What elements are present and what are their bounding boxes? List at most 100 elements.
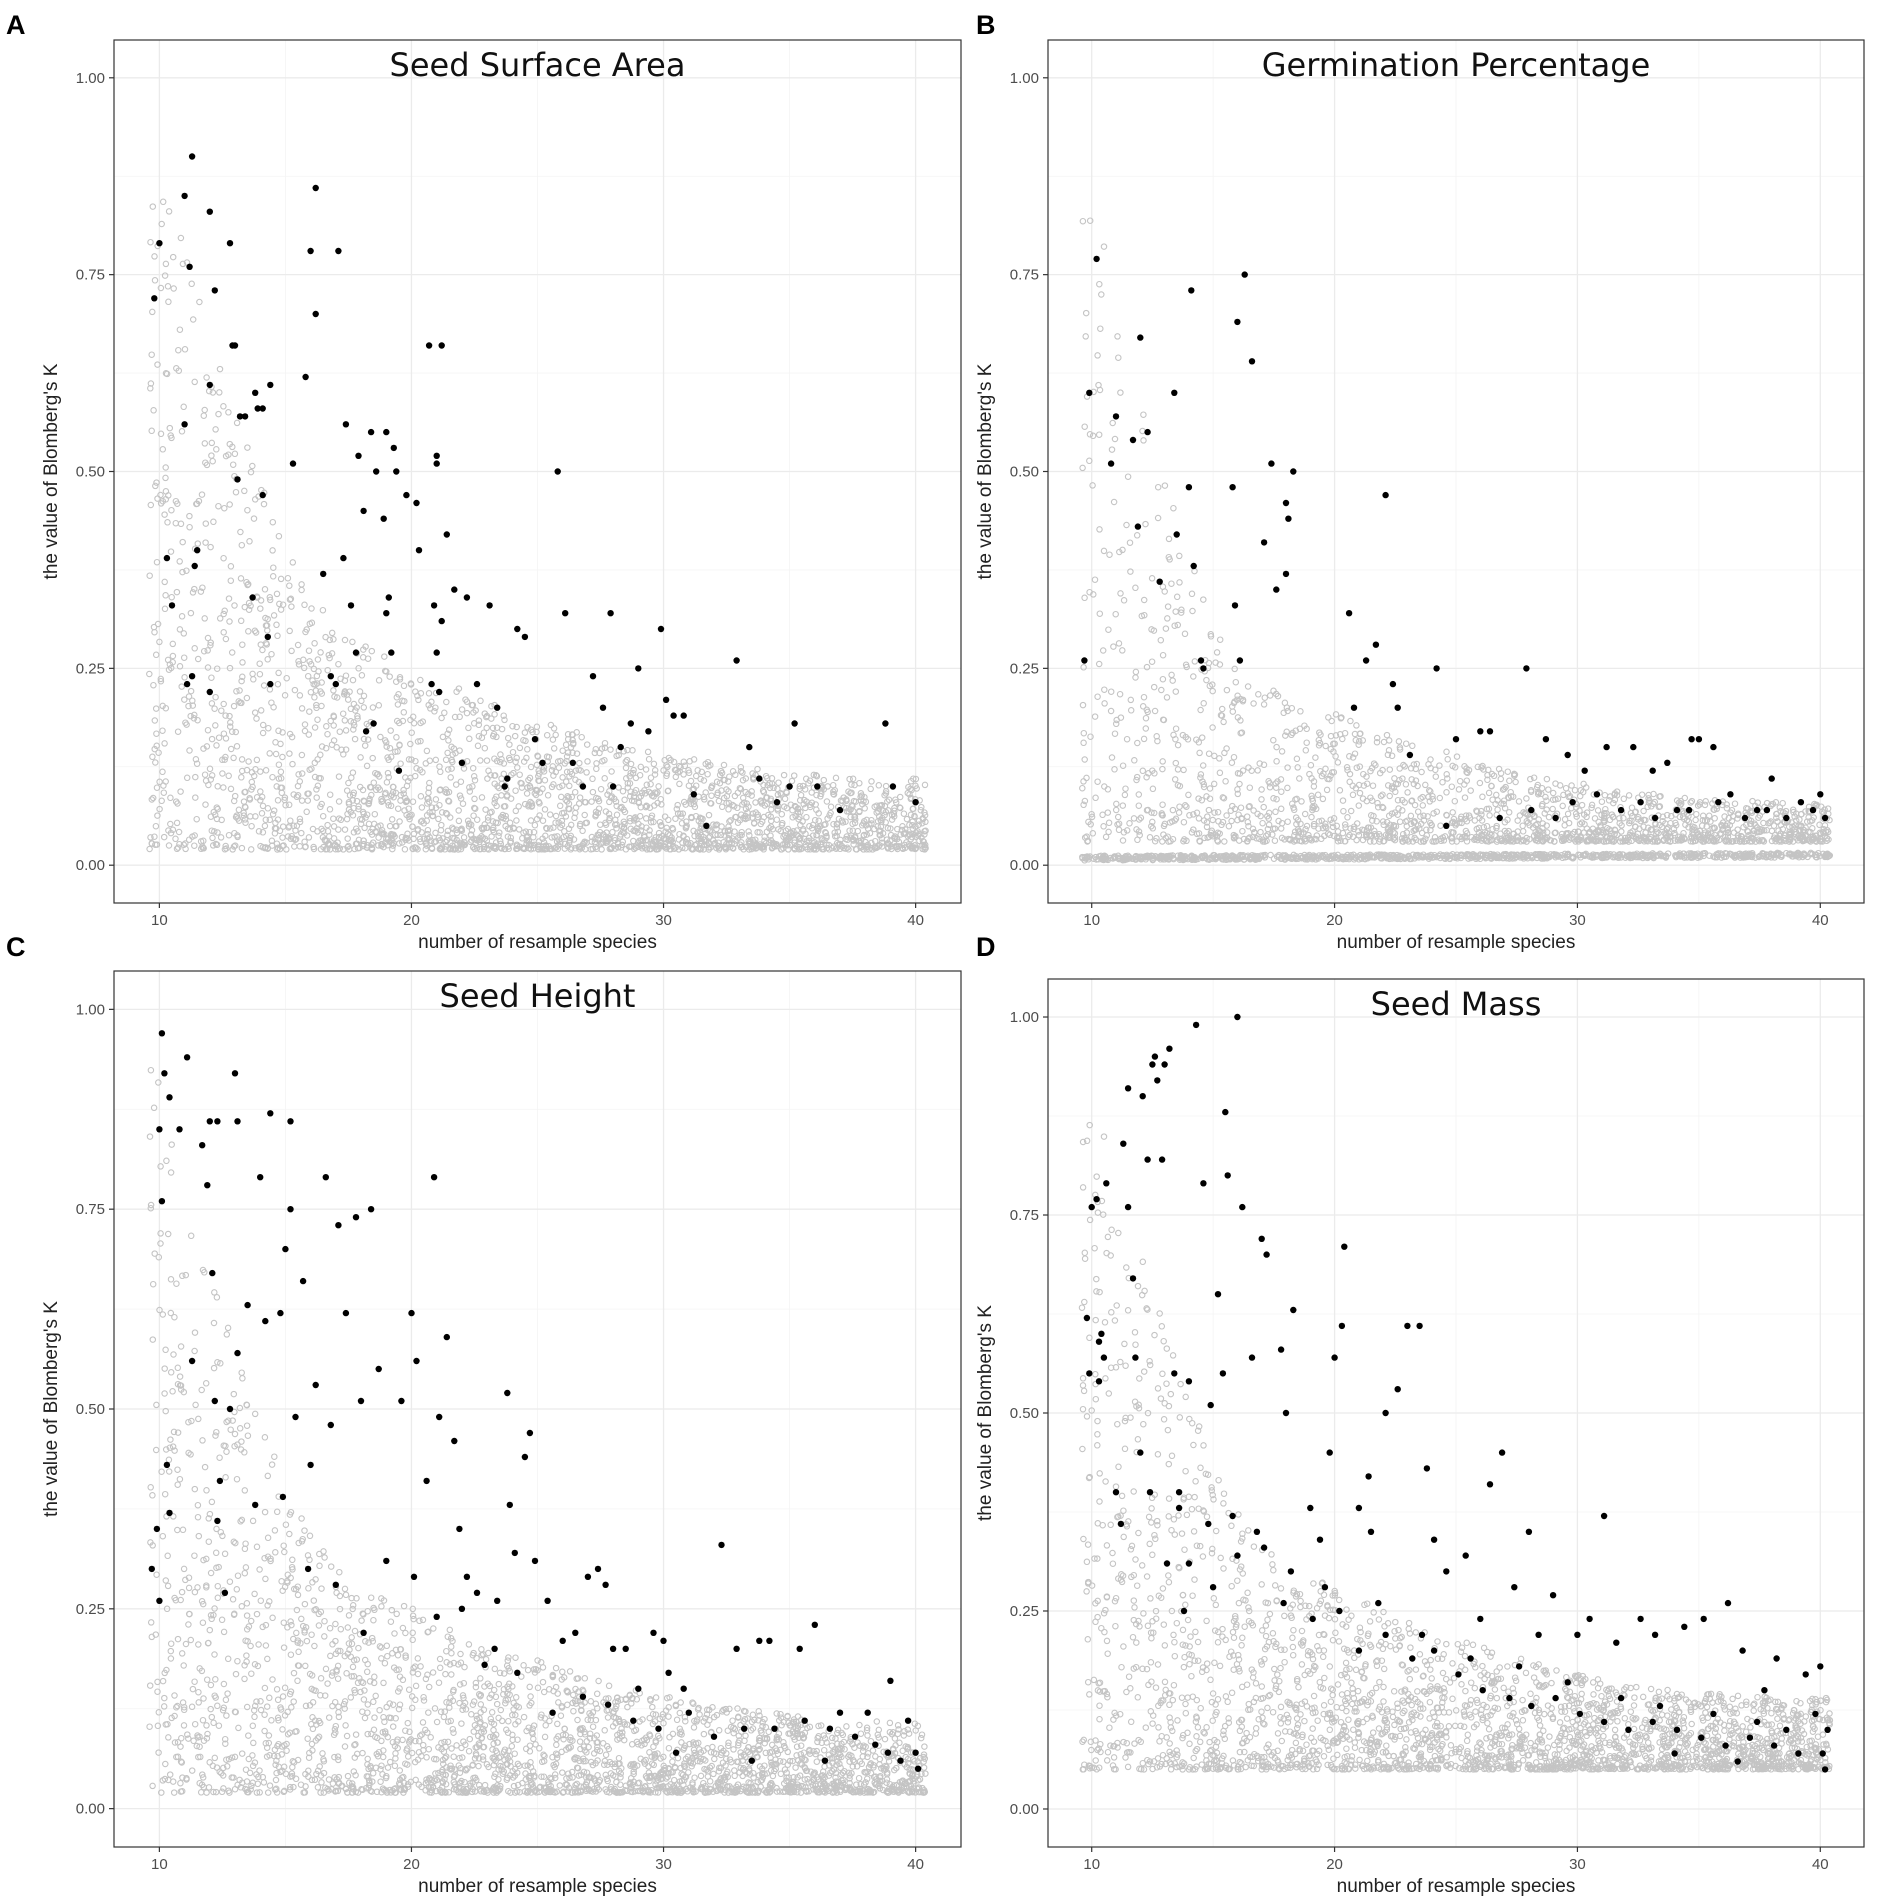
open-point (909, 805, 917, 813)
open-point (345, 842, 352, 850)
open-point (298, 705, 306, 712)
open-point (790, 772, 798, 779)
open-point (818, 835, 825, 842)
open-point (500, 712, 507, 719)
open-point (372, 828, 379, 835)
open-point (448, 743, 455, 751)
open-point (286, 627, 293, 635)
open-point (387, 753, 395, 761)
open-point (226, 723, 234, 730)
open-point (432, 796, 440, 803)
open-point (912, 823, 919, 830)
open-point (153, 479, 160, 486)
open-point (443, 789, 451, 797)
open-point (180, 403, 187, 411)
filled-point (320, 570, 327, 578)
open-point (584, 758, 591, 765)
open-point (327, 717, 334, 725)
open-point (626, 814, 633, 822)
open-point (1377, 792, 1385, 800)
open-point (820, 776, 828, 784)
open-point (1734, 826, 1741, 833)
open-point (227, 719, 234, 726)
open-point (1230, 753, 1238, 761)
filled-point (645, 728, 652, 735)
open-point (715, 839, 722, 846)
open-point (153, 841, 161, 848)
open-point (1284, 818, 1291, 825)
open-point (292, 835, 300, 843)
open-point (210, 518, 217, 526)
open-point (222, 635, 230, 643)
open-point (379, 830, 387, 838)
open-point (1172, 608, 1179, 615)
open-point (210, 808, 218, 816)
open-point (1112, 720, 1120, 728)
open-point (504, 734, 512, 742)
open-point (313, 794, 320, 801)
open-point (432, 804, 440, 811)
open-point (406, 815, 413, 823)
open-point (604, 839, 611, 846)
open-point (1216, 636, 1224, 643)
open-point (386, 822, 394, 830)
open-point (1497, 775, 1505, 783)
open-point (330, 815, 337, 822)
open-point (746, 832, 753, 839)
open-point (259, 729, 267, 737)
open-point (1123, 521, 1130, 529)
open-point (394, 701, 402, 708)
open-point (239, 659, 246, 666)
open-point (364, 655, 372, 662)
open-point (655, 842, 662, 849)
open-point (417, 793, 425, 800)
open-point (338, 746, 345, 754)
open-point (1100, 547, 1108, 555)
open-point (410, 719, 418, 727)
open-point (1159, 583, 1167, 590)
open-point (694, 767, 701, 774)
open-point (716, 779, 724, 787)
open-point (564, 731, 572, 738)
open-point (863, 816, 870, 824)
open-point (238, 767, 246, 775)
open-point (146, 845, 153, 853)
open-point (551, 833, 558, 841)
open-point (369, 704, 377, 711)
open-point (622, 775, 630, 782)
open-point (483, 712, 491, 720)
open-point (239, 673, 246, 681)
open-point (1578, 801, 1586, 809)
open-point (552, 819, 559, 826)
open-point (1356, 789, 1364, 797)
open-point (690, 845, 697, 853)
open-point (559, 774, 566, 781)
open-point (1246, 784, 1254, 791)
open-point (1105, 819, 1113, 827)
open-point (148, 351, 155, 358)
open-point (418, 829, 425, 836)
open-point (588, 833, 596, 841)
open-point (290, 822, 297, 830)
open-point (1181, 630, 1189, 638)
open-point (247, 602, 254, 610)
open-point (648, 812, 656, 819)
open-point (157, 491, 164, 499)
open-point (178, 683, 185, 690)
open-point (345, 779, 352, 787)
open-point (568, 793, 576, 801)
open-point (466, 820, 473, 828)
open-point (815, 810, 822, 817)
open-point (717, 831, 725, 839)
open-point (522, 737, 529, 745)
open-point (1189, 607, 1196, 615)
open-point (737, 768, 745, 775)
open-point (1296, 775, 1303, 782)
open-point (766, 825, 773, 832)
filled-point (340, 554, 347, 562)
open-point (222, 712, 229, 719)
open-point (279, 834, 286, 841)
open-point (296, 692, 304, 699)
open-point (805, 834, 813, 842)
